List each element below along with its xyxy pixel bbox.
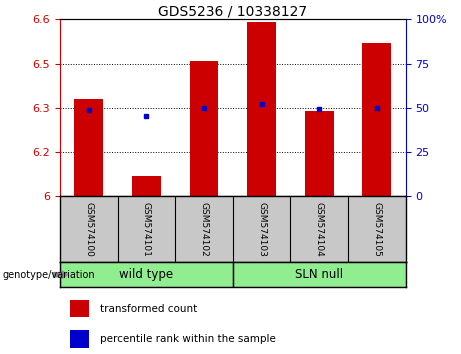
Bar [74,99,103,196]
Text: wild type: wild type [119,268,173,281]
Text: GSM574103: GSM574103 [257,202,266,257]
Bar [70,330,89,348]
Text: genotype/variation: genotype/variation [2,270,95,280]
Bar [305,111,334,196]
Text: percentile rank within the sample: percentile rank within the sample [100,334,276,344]
Text: GSM574101: GSM574101 [142,202,151,257]
Text: GSM574104: GSM574104 [315,202,324,257]
Text: GSM574102: GSM574102 [200,202,208,257]
Text: GSM574105: GSM574105 [372,202,381,257]
Bar [362,43,391,196]
Bar [132,176,161,196]
Bar [70,300,89,318]
Title: GDS5236 / 10338127: GDS5236 / 10338127 [158,4,307,18]
FancyArrow shape [53,271,67,279]
Bar [189,61,219,196]
Bar [60,262,233,287]
Text: transformed count: transformed count [100,304,197,314]
Bar [233,262,406,287]
Text: SLN null: SLN null [295,268,343,281]
Text: GSM574100: GSM574100 [84,202,93,257]
Bar [247,22,276,196]
